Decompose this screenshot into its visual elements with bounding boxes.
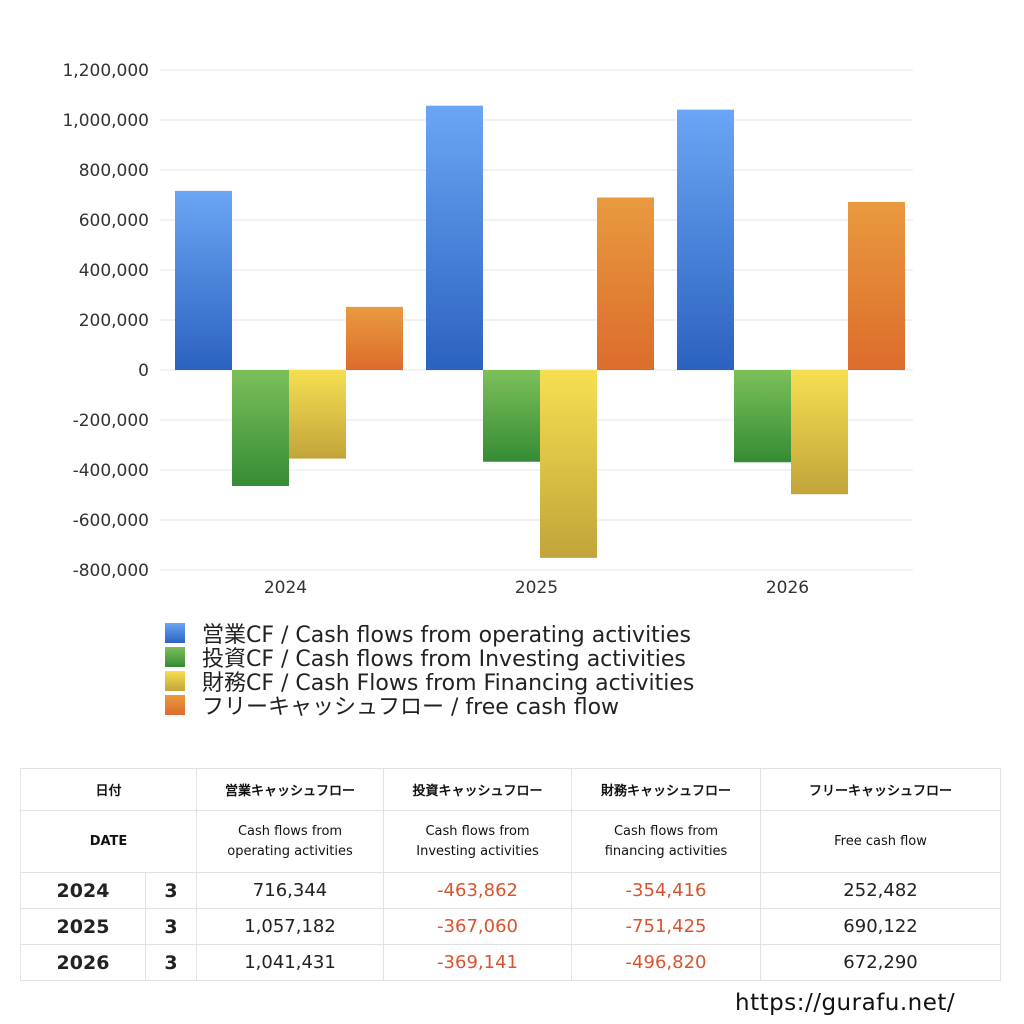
bar-2026-series-2: [791, 370, 848, 495]
y-tick-label: 0: [138, 361, 149, 381]
bar-2026-series-3: [848, 201, 905, 370]
bars: [175, 105, 905, 558]
cell-financing: -496,820: [571, 944, 762, 981]
legend-label-free: フリーキャッシュフロー / free cash flow: [202, 695, 620, 720]
header-investing-en: Cash flows from Investing activities: [383, 810, 573, 873]
y-tick-label: -600,000: [73, 511, 149, 531]
header-financing-ja: 財務キャッシュフロー: [571, 768, 762, 811]
legend-label-operating: 営業CF / Cash flows from operating activit…: [202, 623, 691, 648]
header-investing-ja: 投資キャッシュフロー: [383, 768, 573, 811]
header-operating-ja: 営業キャッシュフロー: [196, 768, 385, 811]
table-header-en: DATE Cash flows from operating activities…: [19, 810, 1002, 873]
cell-financing: -354,416: [571, 872, 762, 909]
bar-2025-series-0: [426, 105, 483, 370]
bar-2024-series-2: [289, 370, 346, 459]
table-row: 2024 3 716,344 -463,862 -354,416 252,482: [20, 872, 1002, 909]
legend-item-operating: 営業CF / Cash flows from operating activit…: [165, 621, 694, 648]
cash-flow-chart: 1,200,000 1,000,000 800,000 600,000 400,000 2…: [62, 61, 913, 598]
bar-2026-series-0: [677, 109, 734, 371]
y-tick-label: 600,000: [79, 211, 149, 231]
cell-month: 3: [144, 872, 198, 909]
legend-swatch-free: [165, 695, 185, 715]
cell-year: 2024: [20, 872, 146, 909]
y-tick-label: 1,000,000: [62, 111, 149, 131]
legend-item-financing: 財務CF / Cash Flows from Financing activit…: [165, 669, 694, 696]
y-tick-label: 800,000: [79, 161, 149, 181]
y-tick-label: 400,000: [79, 261, 149, 281]
table-header-ja: 日付 営業キャッシュフロー 投資キャッシュフロー 財務キャッシュフロー フリーキ…: [19, 768, 1002, 811]
header-operating-en: Cash flows from operating activities: [196, 810, 385, 873]
cell-free: 672,290: [760, 944, 1002, 981]
y-tick-label: 1,200,000: [62, 61, 149, 81]
y-tick-label: -800,000: [73, 561, 149, 581]
cell-year: 2025: [20, 908, 146, 945]
header-date-ja: 日付: [19, 768, 198, 811]
header-date-en: DATE: [19, 810, 198, 873]
cell-operating: 716,344: [196, 872, 385, 909]
cell-investing: -367,060: [383, 908, 573, 945]
y-tick-label: 200,000: [79, 311, 149, 331]
bar-2025-series-1: [483, 370, 540, 462]
cell-month: 3: [144, 908, 198, 945]
bar-2024-series-1: [232, 370, 289, 486]
table-row: 2026 3 1,041,431 -369,141 -496,820 672,2…: [20, 944, 1002, 981]
legend-label-financing: 財務CF / Cash Flows from Financing activit…: [202, 671, 695, 696]
cell-operating: 1,057,182: [196, 908, 385, 945]
legend-label-investing: 投資CF / Cash flows from Investing activit…: [202, 647, 686, 672]
cell-financing: -751,425: [571, 908, 762, 945]
legend-item-investing: 投資CF / Cash flows from Investing activit…: [165, 645, 694, 672]
x-tick-label: 2025: [515, 578, 558, 598]
site-url[interactable]: https://gurafu.net/: [735, 990, 956, 1016]
x-axis: 2024 2025 2026: [264, 578, 809, 598]
bar-2024-series-0: [175, 190, 232, 370]
cell-month: 3: [144, 944, 198, 981]
cell-year: 2026: [20, 944, 146, 981]
header-financing-en: Cash flows from financing activities: [571, 810, 762, 873]
cell-investing: -463,862: [383, 872, 573, 909]
cash-flow-table: 日付 営業キャッシュフロー 投資キャッシュフロー 財務キャッシュフロー フリーキ…: [19, 768, 1002, 981]
chart-legend: 営業CF / Cash flows from operating activit…: [165, 621, 694, 720]
y-tick-label: -200,000: [73, 411, 149, 431]
x-tick-label: 2026: [766, 578, 809, 598]
legend-swatch-operating: [165, 623, 185, 643]
table-row: 2025 3 1,057,182 -367,060 -751,425 690,1…: [20, 908, 1002, 945]
bar-2025-series-3: [597, 197, 654, 370]
grid-lines: [160, 69, 913, 571]
y-tick-label: -400,000: [73, 461, 149, 481]
header-free-en: Free cash flow: [760, 810, 1002, 873]
header-free-ja: フリーキャッシュフロー: [760, 768, 1002, 811]
cell-free: 690,122: [760, 908, 1002, 945]
bar-2025-series-2: [540, 370, 597, 558]
legend-swatch-financing: [165, 671, 185, 691]
legend-item-free: フリーキャッシュフロー / free cash flow: [165, 693, 694, 720]
legend-swatch-investing: [165, 647, 185, 667]
cell-operating: 1,041,431: [196, 944, 385, 981]
y-axis: 1,200,000 1,000,000 800,000 600,000 400,000 2…: [62, 61, 149, 581]
bar-2026-series-1: [734, 370, 791, 463]
bar-2024-series-3: [346, 306, 403, 370]
x-tick-label: 2024: [264, 578, 307, 598]
cell-investing: -369,141: [383, 944, 573, 981]
cell-free: 252,482: [760, 872, 1002, 909]
